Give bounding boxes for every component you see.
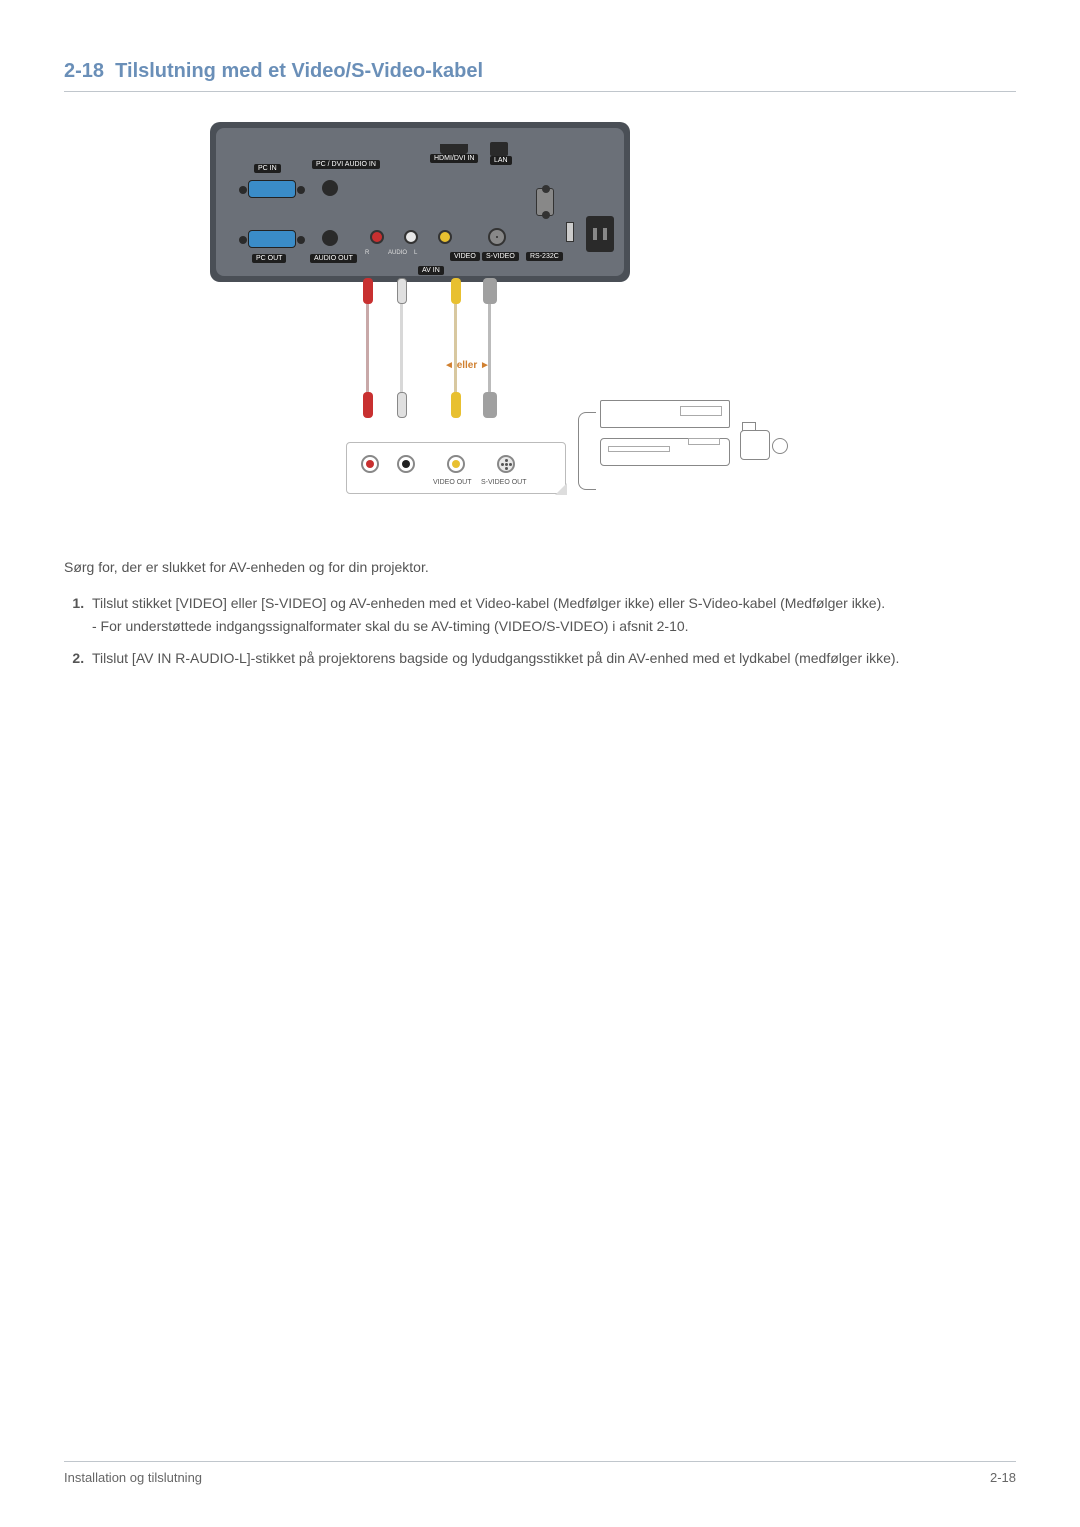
- section-title-text: Tilslutning med et Video/S-Video-kabel: [115, 60, 483, 82]
- label-pcin: PC IN: [254, 164, 281, 173]
- device-jack-panel: VIDEO OUT S-VIDEO OUT: [346, 442, 566, 494]
- label-audioout: AUDIO OUT: [310, 254, 357, 263]
- intro-text: Sørg for, der er slukket for AV-enheden …: [64, 557, 1016, 579]
- label-videoout: VIDEO OUT: [433, 479, 472, 486]
- vcr-icon: [600, 400, 730, 428]
- label-audio-r: R: [365, 250, 369, 256]
- label-pcout: PC OUT: [252, 254, 286, 263]
- label-lan: LAN: [490, 156, 512, 165]
- label-svideoout: S-VIDEO OUT: [481, 479, 527, 486]
- step-1: Tilslut stikket [VIDEO] eller [S-VIDEO] …: [88, 593, 1016, 638]
- label-audio: AUDIO: [388, 250, 407, 256]
- label-svideo: S-VIDEO: [482, 252, 519, 261]
- step-1-sub: - For understøttede indgangssignalformat…: [92, 616, 1016, 638]
- label-hdmi: HDMI/DVI IN: [430, 154, 478, 163]
- label-pcdvi: PC / DVI AUDIO IN: [312, 160, 380, 169]
- label-avin: AV IN: [418, 266, 444, 275]
- section-title: 2-18 Tilslutning med et Video/S-Video-ka…: [64, 60, 1016, 92]
- steps-list: Tilslut stikket [VIDEO] eller [S-VIDEO] …: [64, 593, 1016, 670]
- or-label: eller: [444, 360, 490, 371]
- footer-right: 2-18: [990, 1470, 1016, 1485]
- step-2-text: Tilslut [AV IN R-AUDIO-L]-stikket på pro…: [92, 650, 899, 666]
- footer-left: Installation og tilslutning: [64, 1470, 202, 1485]
- connection-diagram: HDMI/DVI IN LAN PC IN PC / DVI AUDIO IN …: [64, 122, 1016, 517]
- camcorder-icon: [740, 420, 788, 468]
- dvd-icon: [600, 434, 730, 466]
- projector-panel: HDMI/DVI IN LAN PC IN PC / DVI AUDIO IN …: [210, 122, 630, 282]
- page-footer: Installation og tilslutning 2-18: [64, 1461, 1016, 1485]
- step-2: Tilslut [AV IN R-AUDIO-L]-stikket på pro…: [88, 648, 1016, 670]
- label-rs232c: RS-232C: [526, 252, 563, 261]
- label-video: VIDEO: [450, 252, 480, 261]
- section-number: 2-18: [64, 60, 104, 82]
- step-1-text: Tilslut stikket [VIDEO] eller [S-VIDEO] …: [92, 595, 885, 611]
- label-audio-l: L: [414, 250, 417, 256]
